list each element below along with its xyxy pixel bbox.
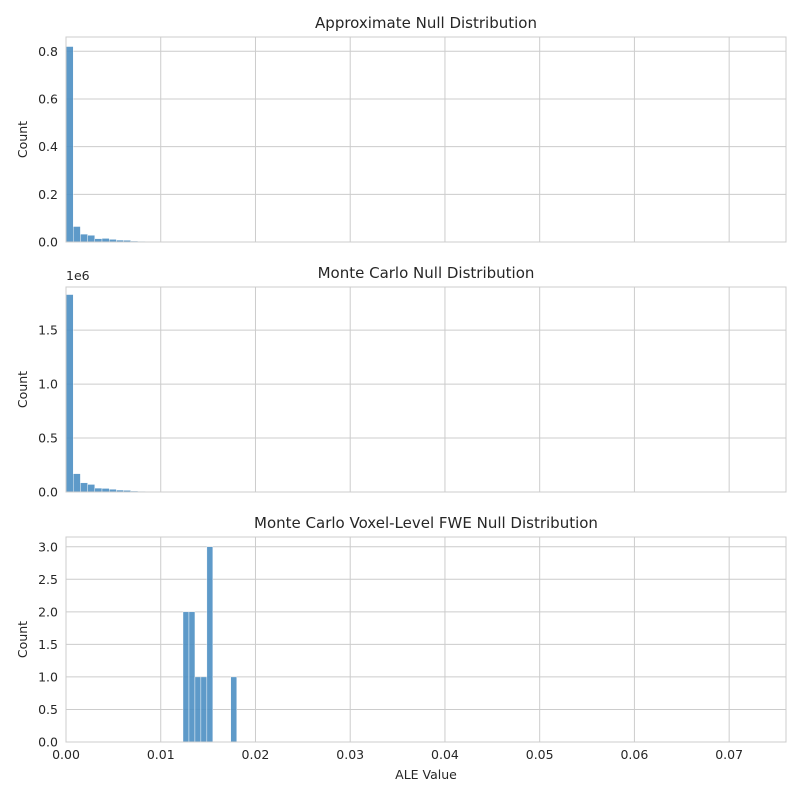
x-axis-label: ALE Value [395,767,457,782]
x-tick-label: 0.03 [336,747,364,762]
histogram-bar [200,676,208,743]
x-tick-label: 0.07 [715,747,743,762]
y-tick-label: 1.0 [38,669,58,684]
histogram-bar [80,233,88,243]
chart-panel-1: Approximate Null Distribution 0.0 0.2 0.4 0.… [15,14,787,250]
histogram-bar [188,611,196,743]
chart-panel-2: Monte Carlo Null Distribution 0.0 0.5 1.0 1.… [15,264,787,500]
y-tick-label: 0.0 [38,735,58,750]
x-tick-label: 0.06 [620,747,648,762]
histogram-bar [206,546,214,743]
y-tick-label: 0.6 [38,91,58,106]
x-tick-label: 0.01 [147,747,175,762]
y-tick-label: 0.5 [38,702,58,717]
y-tick-label: 0.2 [38,187,58,202]
axes-frame [65,36,787,243]
x-tick-label: 0.04 [431,747,459,762]
histogram-bar [65,294,74,493]
y-tick-label: 3.0 [38,539,58,554]
histogram-bar [72,226,81,243]
y-tick-label: 2.5 [38,572,58,587]
y-tick-label: 1.0 [38,377,58,392]
y-tick-label: 1.5 [38,637,58,652]
histogram-bar [101,238,110,243]
histogram-bar [87,235,95,243]
y-offset-text: 1e6 [66,268,90,283]
histogram-bar [87,484,95,493]
histogram-bar [94,238,103,243]
histogram-bar [94,487,103,493]
y-axis-label: Count [15,371,30,408]
y-tick-label: 0.8 [38,44,58,59]
x-tick-label: 0.05 [526,747,554,762]
histogram-bar [65,46,74,243]
y-tick-label: 0.0 [38,485,58,500]
y-tick-label: 2.0 [38,604,58,619]
histogram-bar [230,676,237,743]
y-tick-label: 0.4 [38,139,58,154]
y-tick-label: 1.5 [38,323,58,338]
chart-title: Approximate Null Distribution [315,14,537,32]
y-axis-label: Count [15,621,30,658]
chart-panel-3: Monte Carlo Voxel-Level FWE Null Distrib… [15,514,787,782]
chart-title: Monte Carlo Null Distribution [318,264,535,282]
histogram-bar [194,676,202,743]
histogram-bar [80,482,88,493]
histogram-bar [101,488,110,493]
axes-frame [65,536,787,743]
y-axis-label: Count [15,121,30,158]
x-tick-label: 0.02 [242,747,270,762]
axes-frame [65,286,787,493]
histogram-bar [182,611,190,743]
chart-title: Monte Carlo Voxel-Level FWE Null Distrib… [254,514,598,532]
histogram-bar [72,473,81,493]
y-tick-label: 0.5 [38,431,58,446]
y-tick-label: 0.0 [38,235,58,250]
x-tick-label: 0.00 [52,747,80,762]
